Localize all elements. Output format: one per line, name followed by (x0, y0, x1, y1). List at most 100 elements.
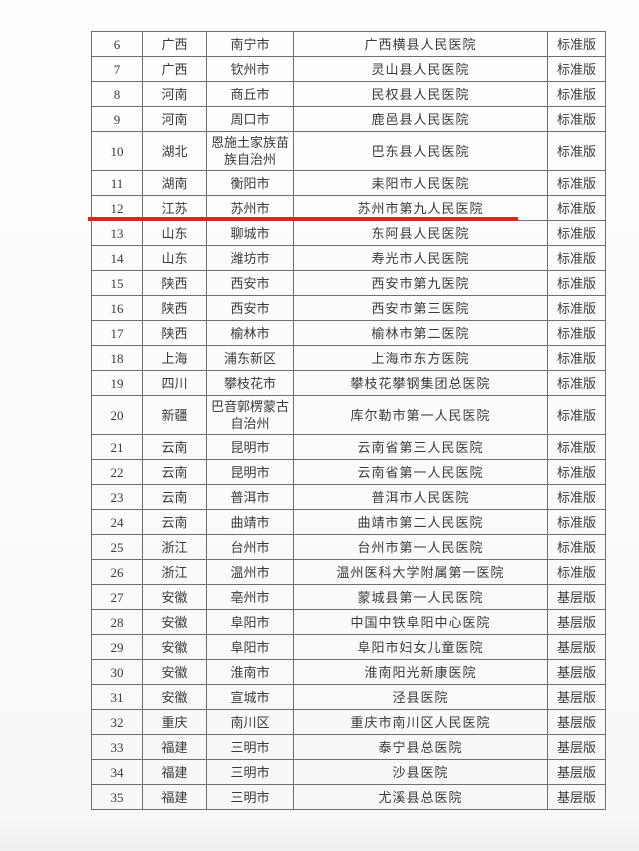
cell-hospital: 云南省第一人民医院 (293, 459, 548, 485)
cell-province: 安徽 (142, 684, 207, 710)
table-row: 9 河南 周口市 鹿邑县人民医院 标准版 (91, 106, 606, 132)
table-row: 8 河南 商丘市 民权县人民医院 标准版 (91, 81, 606, 107)
cell-city: 浦东新区 (206, 345, 294, 371)
cell-province: 浙江 (142, 534, 207, 560)
cell-version: 标准版 (547, 245, 606, 271)
cell-province: 陕西 (142, 320, 207, 346)
cell-hospital: 苏州市第九人民医院 (293, 195, 548, 221)
cell-version: 标准版 (547, 106, 606, 132)
cell-hospital: 上海市东方医院 (293, 345, 548, 371)
cell-no: 28 (91, 609, 143, 635)
cell-no: 34 (91, 759, 143, 785)
table-row: 26 浙江 温州市 温州医科大学附属第一医院 标准版 (91, 559, 606, 585)
highlight-underline (88, 217, 518, 221)
cell-no: 32 (91, 709, 143, 735)
cell-province: 山东 (142, 220, 207, 246)
cell-no: 16 (91, 295, 143, 321)
cell-hospital: 巴东县人民医院 (293, 131, 548, 171)
cell-no: 20 (91, 395, 143, 435)
cell-no: 19 (91, 370, 143, 396)
cell-city: 昆明市 (206, 434, 294, 460)
cell-version: 标准版 (547, 295, 606, 321)
cell-city: 亳州市 (206, 584, 294, 610)
hospital-list-table: 6 广西 南宁市 广西横县人民医院 标准版 7 广西 钦州市 灵山县人民医院 标准版 8 河南 商丘市民… (91, 31, 606, 810)
cell-province: 湖北 (142, 131, 207, 171)
table-row: 11 湖南 衡阳市 耒阳市人民医院 标准版 (91, 170, 606, 196)
cell-no: 24 (91, 509, 143, 535)
table-row: 31 安徽 宣城市 泾县医院 基层版 (91, 684, 606, 710)
cell-no: 9 (91, 106, 143, 132)
cell-version: 标准版 (547, 559, 606, 585)
cell-no: 13 (91, 220, 143, 246)
table-row: 22 云南 昆明市 云南省第一人民医院 标准版 (91, 459, 606, 485)
cell-province: 新疆 (142, 395, 207, 435)
cell-hospital: 尤溪县总医院 (293, 784, 548, 810)
cell-city: 三明市 (206, 784, 294, 810)
cell-province: 福建 (142, 759, 207, 785)
cell-no: 35 (91, 784, 143, 810)
cell-city: 台州市 (206, 534, 294, 560)
cell-version: 标准版 (547, 434, 606, 460)
cell-no: 11 (91, 170, 143, 196)
cell-hospital: 台州市第一人民医院 (293, 534, 548, 560)
cell-city: 钦州市 (206, 56, 294, 82)
cell-city: 西安市 (206, 295, 294, 321)
cell-province: 云南 (142, 484, 207, 510)
cell-province: 上海 (142, 345, 207, 371)
cell-version: 基层版 (547, 609, 606, 635)
cell-hospital: 西安市第九医院 (293, 270, 548, 296)
cell-version: 标准版 (547, 81, 606, 107)
table-row: 21 云南 昆明市 云南省第三人民医院 标准版 (91, 434, 606, 460)
cell-version: 标准版 (547, 56, 606, 82)
table-row: 17 陕西 榆林市 榆林市第二医院 标准版 (91, 320, 606, 346)
cell-no: 14 (91, 245, 143, 271)
cell-city: 巴音郭楞蒙古自治州 (206, 395, 294, 435)
cell-province: 广西 (142, 31, 207, 57)
cell-city: 潍坊市 (206, 245, 294, 271)
cell-no: 6 (91, 31, 143, 57)
cell-version: 标准版 (547, 395, 606, 435)
table-row: 29 安徽 阜阳市 阜阳市妇女儿童医院 基层版 (91, 634, 606, 660)
cell-version: 标准版 (547, 170, 606, 196)
cell-hospital: 榆林市第二医院 (293, 320, 548, 346)
cell-province: 陕西 (142, 270, 207, 296)
cell-province: 云南 (142, 509, 207, 535)
table-row: 30 安徽 淮南市 淮南阳光新康医院 基层版 (91, 659, 606, 685)
cell-city: 淮南市 (206, 659, 294, 685)
cell-no: 10 (91, 131, 143, 171)
cell-version: 基层版 (547, 684, 606, 710)
cell-no: 15 (91, 270, 143, 296)
cell-city: 三明市 (206, 759, 294, 785)
cell-city: 阜阳市 (206, 634, 294, 660)
cell-version: 基层版 (547, 634, 606, 660)
cell-version: 标准版 (547, 534, 606, 560)
cell-hospital: 阜阳市妇女儿童医院 (293, 634, 548, 660)
cell-province: 云南 (142, 434, 207, 460)
table-row: 24 云南 曲靖市 曲靖市第二人民医院 标准版 (91, 509, 606, 535)
table-row: 19 四川 攀枝花市 攀枝花攀钢集团总医院 标准版 (91, 370, 606, 396)
table-row: 6 广西 南宁市 广西横县人民医院 标准版 (91, 31, 606, 57)
cell-city: 曲靖市 (206, 509, 294, 535)
cell-city: 普洱市 (206, 484, 294, 510)
scan-shade (0, 820, 639, 851)
cell-no: 7 (91, 56, 143, 82)
cell-no: 29 (91, 634, 143, 660)
cell-hospital: 温州医科大学附属第一医院 (293, 559, 548, 585)
cell-province: 安徽 (142, 584, 207, 610)
cell-province: 广西 (142, 56, 207, 82)
cell-city: 温州市 (206, 559, 294, 585)
cell-city: 恩施土家族苗族自治州 (206, 131, 294, 171)
cell-hospital: 曲靖市第二人民医院 (293, 509, 548, 535)
cell-hospital: 灵山县人民医院 (293, 56, 548, 82)
table-row: 33 福建 三明市 泰宁县总医院 基层版 (91, 734, 606, 760)
cell-no: 12 (91, 195, 143, 221)
cell-city: 榆林市 (206, 320, 294, 346)
cell-hospital: 鹿邑县人民医院 (293, 106, 548, 132)
cell-version: 标准版 (547, 270, 606, 296)
cell-city: 昆明市 (206, 459, 294, 485)
cell-province: 河南 (142, 106, 207, 132)
cell-version: 基层版 (547, 584, 606, 610)
cell-city: 商丘市 (206, 81, 294, 107)
table-row: 14 山东 潍坊市 寿光市人民医院 标准版 (91, 245, 606, 271)
